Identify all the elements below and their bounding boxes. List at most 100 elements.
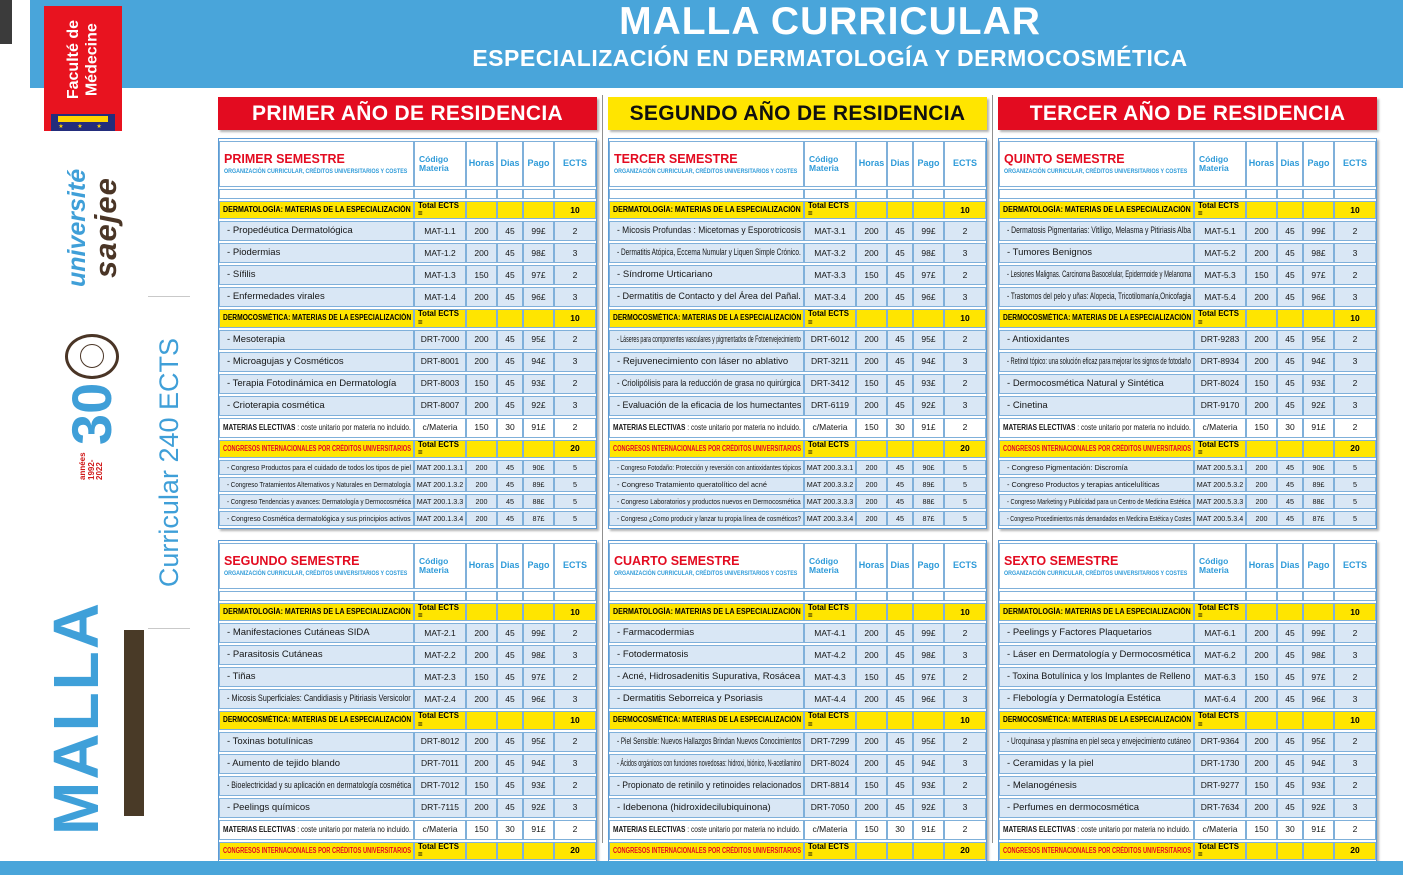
electives-label-bold: MATERIAS ELECTIVAS [223,824,296,835]
section-ects-cell: 10 [1334,201,1376,220]
section-empty-cell [913,711,944,730]
section-ects-cell: 20 [1334,841,1376,861]
spacer-cell [523,189,554,199]
course-code-cell: DRT-7012 [414,775,466,796]
section-row-derma: DERMATOLOGÍA: MATERIAS DE LA ESPECIALIZA… [999,201,1376,220]
course-horas-cell: 200 [466,753,497,774]
column-header-code: Código Materia [804,141,856,187]
course-pago-cell: 93£ [523,775,554,796]
section-empty-cell [523,711,554,730]
course-name: Manifestaciones Cutáneas SIDA [227,628,370,638]
course-pago-cell: 95£ [523,731,554,752]
course-horas-cell: 200 [1246,477,1277,493]
electives-pago-cell: 91£ [913,417,944,438]
column-divider-2 [992,95,993,843]
section-label-cell: DERMOCOSMÉTICA: MATERIAS DE LA ESPECIALI… [609,711,804,730]
electives-pago-cell: 91£ [913,819,944,840]
section-label: CONGRESOS INTERNACIONALES POR CRÉDITOS U… [1003,845,1192,855]
course-code-cell: MAT-1.4 [414,287,466,308]
course-row: Ácidos orgánicos con funciones novedosas… [609,753,986,774]
semester-table: PRIMER SEMESTRE ORGANIZACIÓN CURRICULAR, … [218,138,597,530]
course-name: Evaluación de la eficacia de los humecta… [617,400,801,411]
course-dias-cell: 45 [1277,511,1303,527]
semester-subtitle-text: ORGANIZACIÓN CURRICULAR, CRÉDITOS UNIVER… [224,570,408,578]
section-label-cell: DERMOCOSMÉTICA: MATERIAS DE LA ESPECIALI… [219,309,414,328]
course-pago-cell: 99£ [913,623,944,644]
section-row-cong: CONGRESOS INTERNACIONALES POR CRÉDITOS U… [219,439,596,459]
course-horas-cell: 200 [1246,623,1277,644]
malla-label: MALLA [40,600,112,835]
section-row-cong: CONGRESOS INTERNACIONALES POR CRÉDITOS U… [609,841,986,861]
semester-subtitle: ORGANIZACIÓN CURRICULAR, CRÉDITOS UNIVER… [224,570,409,577]
section-empty-cell [913,309,944,328]
semester-subtitle: ORGANIZACIÓN CURRICULAR, CRÉDITOS UNIVER… [614,168,799,175]
semester-table: QUINTO SEMESTRE ORGANIZACIÓN CURRICULAR, … [998,138,1377,530]
electives-label: MATERIAS ELECTIVAS : coste unitario por … [1003,423,1191,432]
electives-ects-cell: 2 [554,819,596,840]
course-code-cell: MAT 200.5.3.2 [1194,477,1246,493]
section-empty-cell [466,841,497,861]
course-name-cell: Láser en Dermatología y Dermocosmética [999,645,1194,666]
course-name-cell: Congreso Fotodaño: Protección y reversió… [609,460,804,476]
column-header-code: Código Materia [414,141,466,187]
section-empty-cell [913,841,944,861]
course-ects-cell: 3 [1334,689,1376,710]
course-horas-cell: 200 [856,221,887,242]
spacer-cell [1303,189,1334,199]
course-name: Lesiones Malignas. Carcinoma Basocelular… [1007,270,1192,280]
spacer-row [609,189,986,199]
course-name-cell: Criolipólisis para la reducción de grasa… [609,373,804,394]
electives-label-rest: : coste unitario por materia no incluido… [295,422,411,433]
course-name-cell: Micosis Superficiales: Candidiasis y Pit… [219,689,414,710]
university-logo: université saejee [50,128,136,328]
section-label-cell: CONGRESOS INTERNACIONALES POR CRÉDITOS U… [219,439,414,459]
course-name: Síndrome Urticariano [617,270,713,280]
course-dias-cell: 45 [887,645,913,666]
course-pago-cell: 90£ [1303,460,1334,476]
congress-row: Congreso Cosmética dermatológica y sus p… [219,511,596,527]
electives-pago-cell: 91£ [1303,819,1334,840]
electives-label: MATERIAS ELECTIVAS : coste unitario por … [613,825,801,834]
course-pago-cell: 99£ [1303,623,1334,644]
course-ects-cell: 3 [944,645,986,666]
course-dias-cell: 45 [1277,797,1303,818]
course-horas-cell: 200 [1246,351,1277,372]
section-ects-cell: 10 [944,603,986,622]
course-pago-cell: 96£ [1303,287,1334,308]
section-empty-cell [856,603,887,622]
spacer-cell [804,189,856,199]
course-dias-cell: 45 [497,221,523,242]
course-horas-cell: 150 [466,775,497,796]
course-horas-cell: 200 [466,395,497,416]
spacer-row [219,591,596,602]
course-dias-cell: 45 [887,329,913,350]
course-dias-cell: 45 [1277,287,1303,308]
course-pago-cell: 98£ [523,645,554,666]
course-ects-cell: 2 [944,265,986,286]
course-pago-cell: 97£ [913,265,944,286]
year-column-2: SEGUNDO AÑO DE RESIDENCIA TERCER SEMESTRE… [608,97,987,875]
course-name: Aumento de tejido blando [227,758,340,769]
semester-title: CUARTO SEMESTRE [614,553,740,568]
course-horas-cell: 200 [856,689,887,710]
course-name: Congreso Marketing y Publicidad para un … [1007,497,1191,506]
section-total-cell: Total ECTS = [804,201,856,220]
course-horas-cell: 150 [856,265,887,286]
section-empty-cell [913,439,944,459]
congress-row: Congreso Fotodaño: Protección y reversió… [609,460,986,476]
section-empty-cell [1277,201,1303,220]
course-pago-cell: 98£ [1303,645,1334,666]
course-name: Congreso Fotodaño: Protección y reversió… [617,463,802,472]
course-name: Retinol tópico: una solución eficaz para… [1007,356,1191,367]
electives-label-rest: : coste unitario por materia no incluido… [685,824,801,835]
electives-row: MATERIAS ELECTIVAS : coste unitario por … [609,819,986,840]
course-dias-cell: 45 [497,265,523,286]
course-ects-cell: 3 [1334,797,1376,818]
course-ects-cell: 2 [944,731,986,752]
course-name-cell: Aumento de tejido blando [219,753,414,774]
spacer-cell [1194,189,1246,199]
curricular-label: Curricular 240 ECTS [153,337,184,588]
curricular-rule-bottom [148,628,190,629]
